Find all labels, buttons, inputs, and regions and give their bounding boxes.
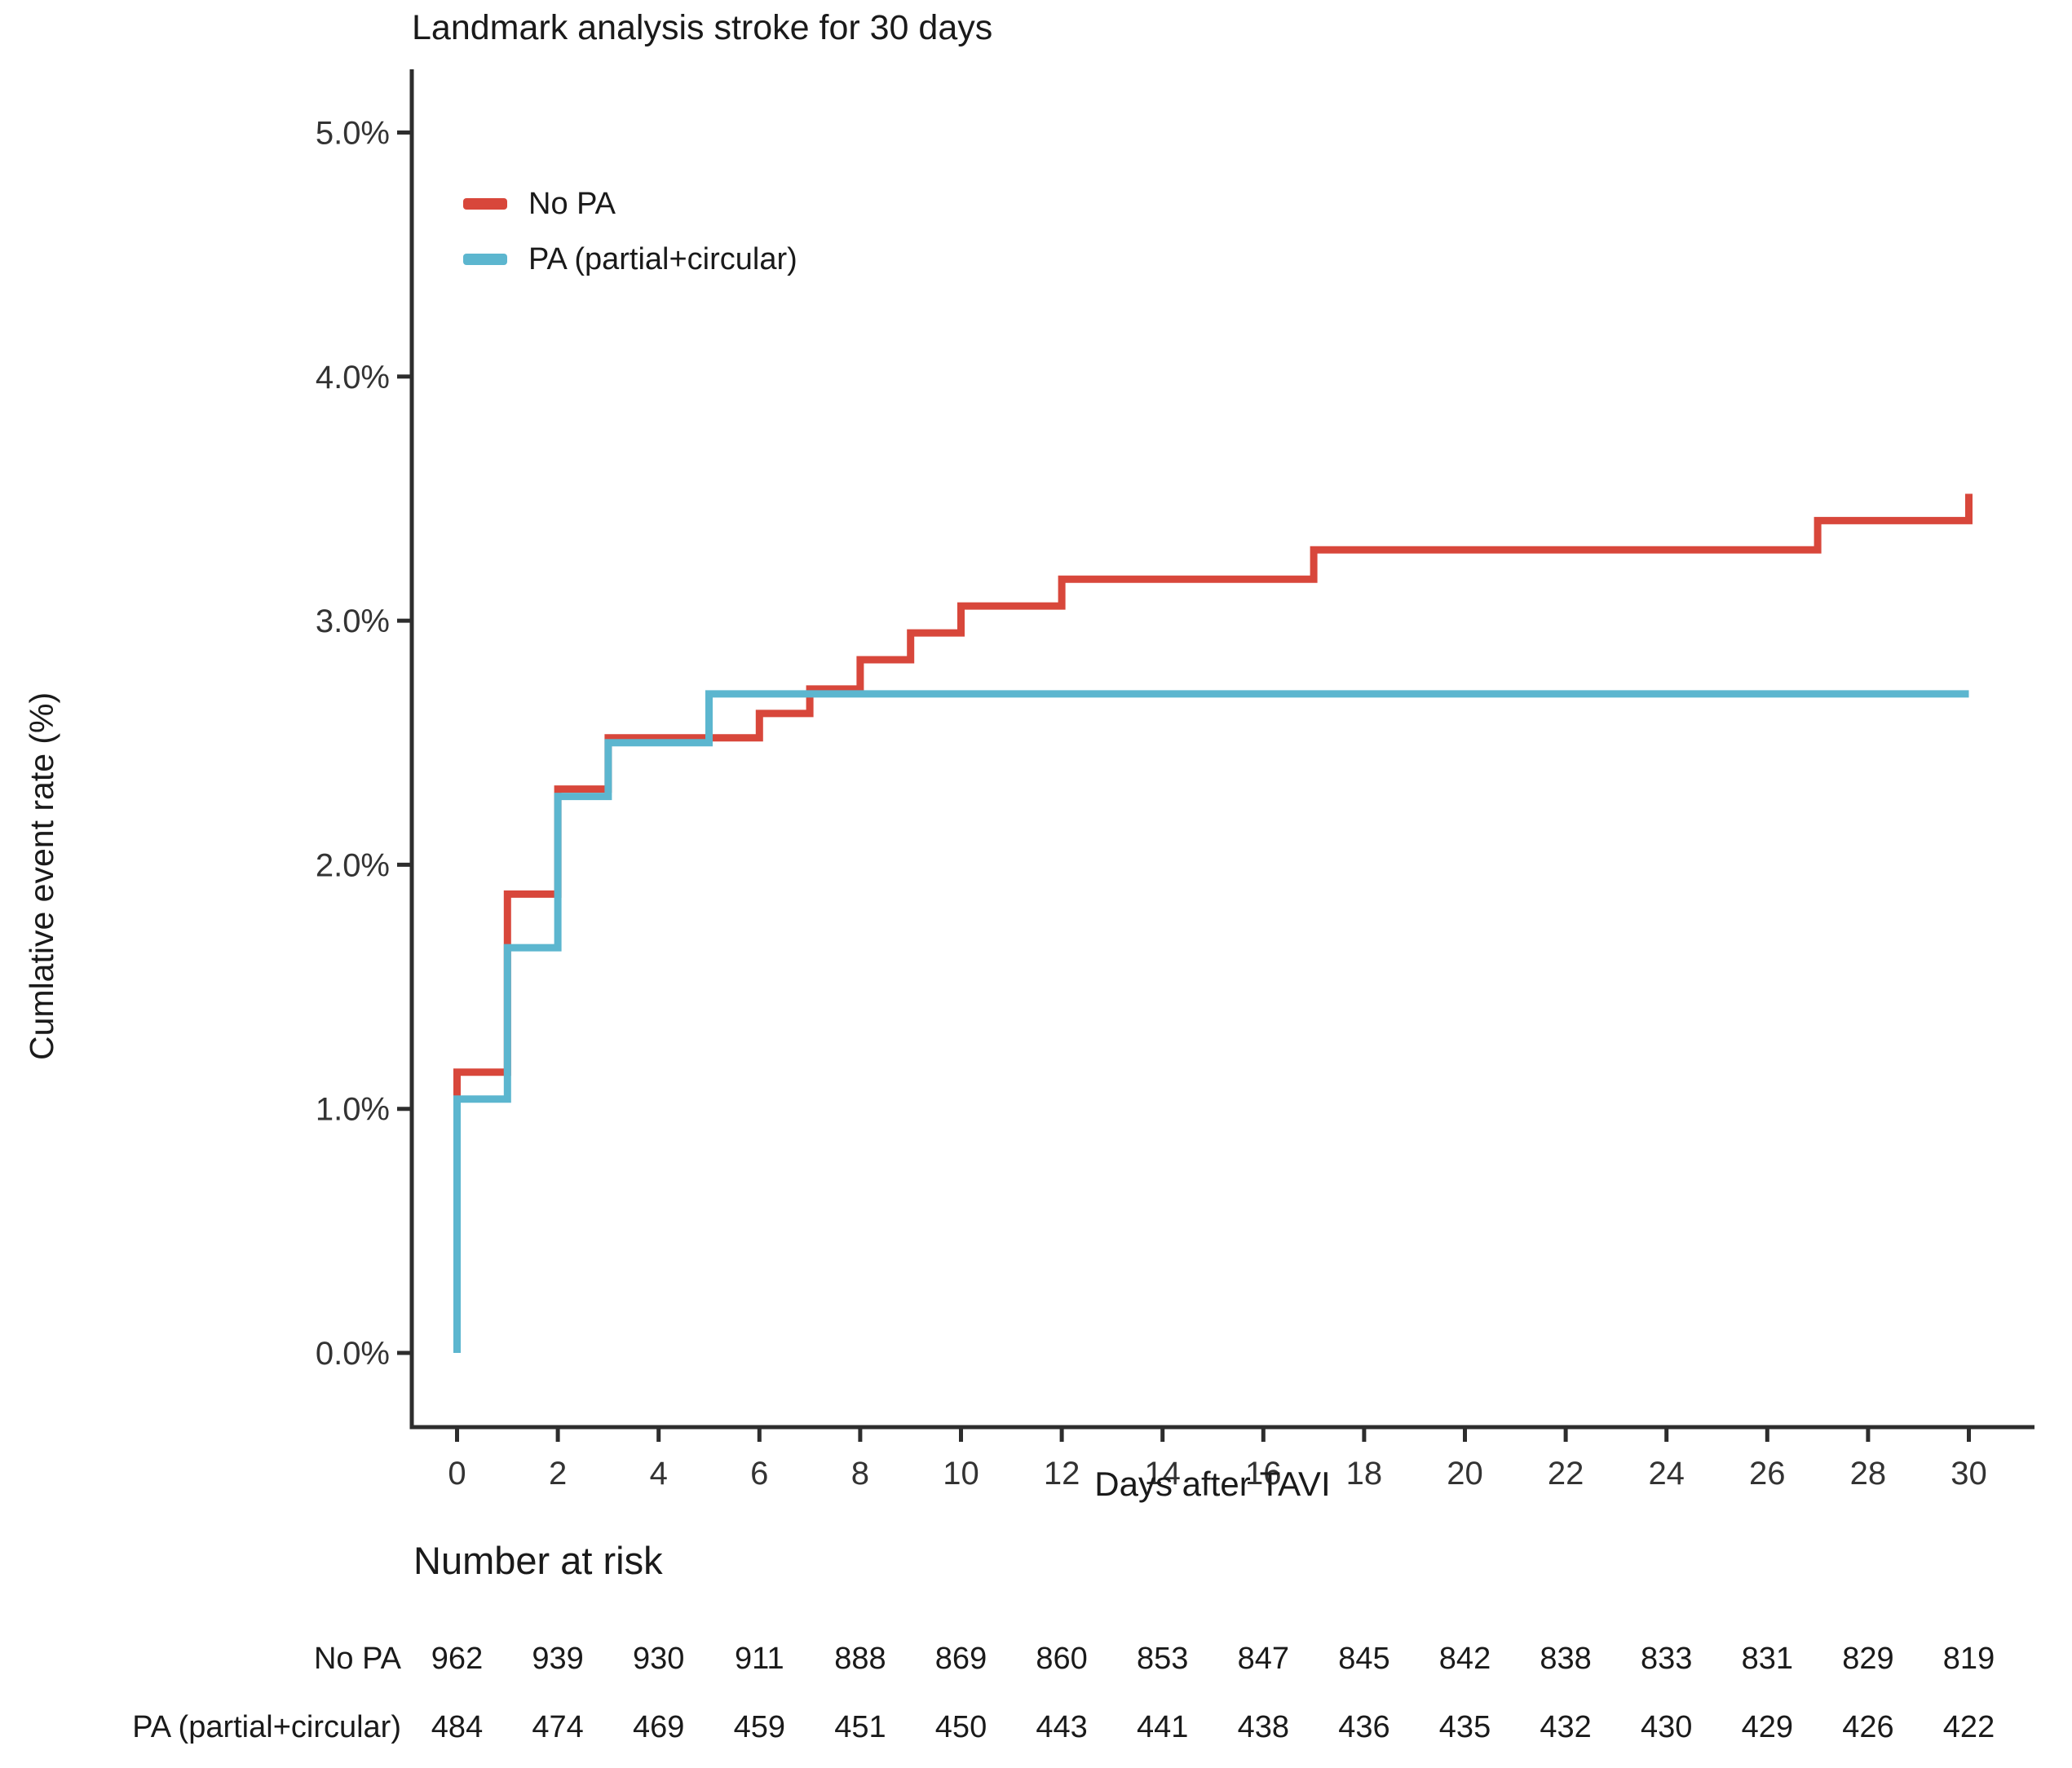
risk-value: 819 <box>1942 1642 1995 1676</box>
chart-title: Landmark analysis stroke for 30 days <box>412 8 993 47</box>
risk-value: 432 <box>1540 1710 1592 1744</box>
x-tick-label: 26 <box>1749 1456 1786 1492</box>
x-axis-title: Days after TAVI <box>1094 1465 1331 1503</box>
pa-curve <box>453 690 1969 1353</box>
x-tick-label: 4 <box>650 1456 668 1492</box>
risk-value: 435 <box>1438 1710 1491 1744</box>
no-pa-curve <box>453 493 1973 1353</box>
x-tick-label: 0 <box>448 1456 466 1492</box>
legend-swatch-pa <box>463 254 507 265</box>
risk-value: 962 <box>431 1642 484 1676</box>
risk-value: 847 <box>1237 1642 1289 1676</box>
x-tick-label: 22 <box>1548 1456 1584 1492</box>
x-tick-label: 28 <box>1850 1456 1887 1492</box>
risk-value: 443 <box>1036 1710 1088 1744</box>
x-tick-label: 16 <box>1245 1456 1282 1492</box>
legend: No PA PA (partial+circular) <box>463 186 797 297</box>
number-at-risk-heading: Number at risk <box>413 1539 663 1582</box>
x-tick-label: 10 <box>943 1456 979 1492</box>
y-tick-label: 3.0% <box>316 603 390 639</box>
x-tick-label: 2 <box>549 1456 567 1492</box>
risk-row-label-pa: PA (partial+circular) <box>132 1710 401 1744</box>
y-tick-label: 5.0% <box>316 116 390 152</box>
risk-value: 888 <box>834 1642 886 1676</box>
risk-value: 860 <box>1036 1642 1088 1676</box>
risk-value: 451 <box>834 1710 886 1744</box>
y-tick-label: 0.0% <box>316 1336 390 1372</box>
y-tick-label: 2.0% <box>316 847 390 883</box>
legend-label-pa: PA (partial+circular) <box>528 241 797 276</box>
x-tick-label: 18 <box>1346 1456 1383 1492</box>
legend-label-no-pa: No PA <box>528 186 616 221</box>
legend-item-no-pa: No PA <box>463 186 797 222</box>
risk-value: 422 <box>1942 1710 1995 1744</box>
risk-value: 450 <box>934 1710 987 1744</box>
risk-value: 831 <box>1741 1642 1793 1676</box>
risk-value: 436 <box>1338 1710 1390 1744</box>
legend-item-pa: PA (partial+circular) <box>463 241 797 277</box>
x-tick-label: 24 <box>1648 1456 1685 1492</box>
x-tick-label: 6 <box>750 1456 768 1492</box>
risk-value: 474 <box>532 1710 584 1744</box>
x-tick-label: 8 <box>851 1456 869 1492</box>
risk-value: 430 <box>1640 1710 1693 1744</box>
risk-value: 869 <box>934 1642 987 1676</box>
risk-value: 853 <box>1136 1642 1189 1676</box>
risk-value: 441 <box>1136 1710 1189 1744</box>
risk-value: 939 <box>532 1642 584 1676</box>
risk-row-label-no-pa: No PA <box>313 1642 401 1676</box>
risk-value: 838 <box>1540 1642 1592 1676</box>
x-tick-label: 20 <box>1447 1456 1483 1492</box>
risk-value: 438 <box>1237 1710 1289 1744</box>
risk-value: 429 <box>1741 1710 1793 1744</box>
y-tick-label: 1.0% <box>316 1092 390 1128</box>
risk-value: 842 <box>1438 1642 1491 1676</box>
x-tick-label: 14 <box>1144 1456 1181 1492</box>
risk-value: 833 <box>1640 1642 1693 1676</box>
x-tick-label: 12 <box>1044 1456 1080 1492</box>
risk-value: 484 <box>431 1710 484 1744</box>
risk-value: 829 <box>1842 1642 1894 1676</box>
risk-value: 459 <box>733 1710 785 1744</box>
y-tick-label: 4.0% <box>316 360 390 396</box>
risk-value: 845 <box>1338 1642 1390 1676</box>
legend-swatch-no-pa <box>463 198 507 210</box>
risk-value: 911 <box>735 1642 784 1676</box>
risk-value: 930 <box>632 1642 685 1676</box>
x-tick-label: 30 <box>1951 1456 1987 1492</box>
risk-value: 426 <box>1842 1710 1894 1744</box>
risk-value: 469 <box>632 1710 685 1744</box>
